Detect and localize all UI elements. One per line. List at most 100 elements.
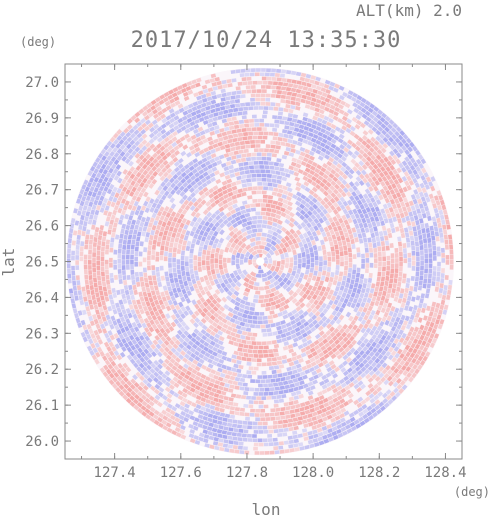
radar-cell [286, 130, 293, 135]
radar-cell [419, 182, 425, 189]
radar-cell [218, 320, 224, 327]
radar-cell [87, 219, 93, 225]
radar-cell [406, 372, 412, 379]
radar-cell [308, 246, 314, 253]
radar-cell [321, 123, 327, 130]
radar-cell [408, 179, 415, 186]
radar-cell [239, 170, 245, 176]
radar-cell [130, 274, 136, 280]
radar-cell [384, 240, 390, 246]
radar-cell [272, 420, 278, 425]
radar-cell [299, 406, 305, 412]
radar-cell [205, 150, 212, 157]
radar-cell [262, 277, 268, 282]
radar-cell [332, 290, 339, 297]
radar-cell [227, 191, 234, 197]
radar-cell [317, 131, 324, 137]
radar-cell [231, 432, 237, 437]
radar-cell [285, 182, 292, 188]
radar-cell [136, 366, 143, 373]
radar-cell [304, 369, 311, 375]
radar-cell [195, 394, 202, 401]
radar-cell [117, 362, 123, 369]
radar-cell [100, 323, 106, 330]
radar-cell [192, 158, 199, 164]
radar-cell [283, 241, 290, 248]
radar-cell [256, 224, 262, 228]
radar-cell [148, 132, 155, 139]
radar-cell [332, 226, 338, 232]
radar-cell [244, 170, 250, 175]
radar-cell [357, 297, 363, 304]
radar-cell [271, 68, 277, 73]
radar-cell [263, 298, 269, 303]
radar-cell [119, 190, 125, 197]
radar-cell [383, 311, 389, 318]
radar-cell [168, 215, 174, 222]
radar-cell [258, 160, 264, 165]
radar-cell [238, 119, 244, 124]
radar-cell [207, 358, 213, 364]
radar-cell [312, 115, 318, 121]
radar-cell [386, 375, 393, 382]
radar-cell [292, 83, 299, 89]
radar-cell [380, 349, 387, 356]
radar-cell [298, 155, 304, 161]
radar-cell [168, 268, 173, 274]
radar-cell [354, 145, 361, 152]
x-axis-title: lon [252, 500, 281, 519]
radar-cell [387, 232, 393, 239]
radar-cell [144, 392, 151, 399]
radar-cell [319, 187, 326, 193]
radar-cell [337, 240, 343, 247]
radar-cell [369, 300, 375, 307]
radar-cell [357, 283, 363, 290]
radar-cell [404, 335, 411, 342]
radar-cell [335, 311, 342, 318]
radar-cell [337, 335, 344, 342]
radar-cell [299, 402, 306, 408]
radar-cell [191, 226, 197, 232]
radar-cell [210, 73, 217, 79]
radar-cell [229, 384, 235, 389]
radar-cell [332, 397, 339, 403]
radar-cell [150, 290, 156, 296]
radar-cell [188, 433, 195, 439]
radar-cell [281, 194, 288, 200]
radar-cell [278, 390, 284, 395]
radar-cell [157, 358, 164, 365]
radar-cell [281, 354, 288, 360]
radar-cell [307, 395, 314, 401]
radar-cell [199, 241, 205, 247]
radar-cell [104, 151, 110, 157]
radar-cell [436, 266, 441, 272]
radar-cell [396, 378, 402, 384]
radar-cell [84, 200, 90, 206]
radar-cell [338, 217, 344, 224]
radar-cell [292, 434, 298, 440]
radar-cell [291, 365, 297, 371]
radar-cell [197, 140, 204, 146]
radar-cell [167, 286, 173, 292]
radar-cell [420, 223, 425, 229]
radar-cell [71, 275, 76, 281]
radar-cell [308, 205, 315, 212]
radar-cell [347, 343, 354, 350]
radar-cell [188, 410, 195, 416]
radar-cell [137, 136, 144, 143]
radar-cell [139, 181, 145, 188]
radar-cell [356, 95, 363, 101]
radar-cell [379, 116, 386, 123]
radar-cell [204, 332, 211, 338]
radar-cell [261, 341, 267, 346]
radar-cell [319, 356, 326, 362]
radar-cell [157, 416, 163, 423]
radar-cell [209, 131, 216, 136]
radar-cell [425, 288, 431, 294]
radar-cell [328, 314, 335, 321]
radar-cell [182, 187, 189, 194]
radar-cell [160, 304, 166, 310]
radar-cell [113, 222, 118, 228]
radar-cell [258, 345, 264, 350]
radar-cell [414, 281, 419, 287]
